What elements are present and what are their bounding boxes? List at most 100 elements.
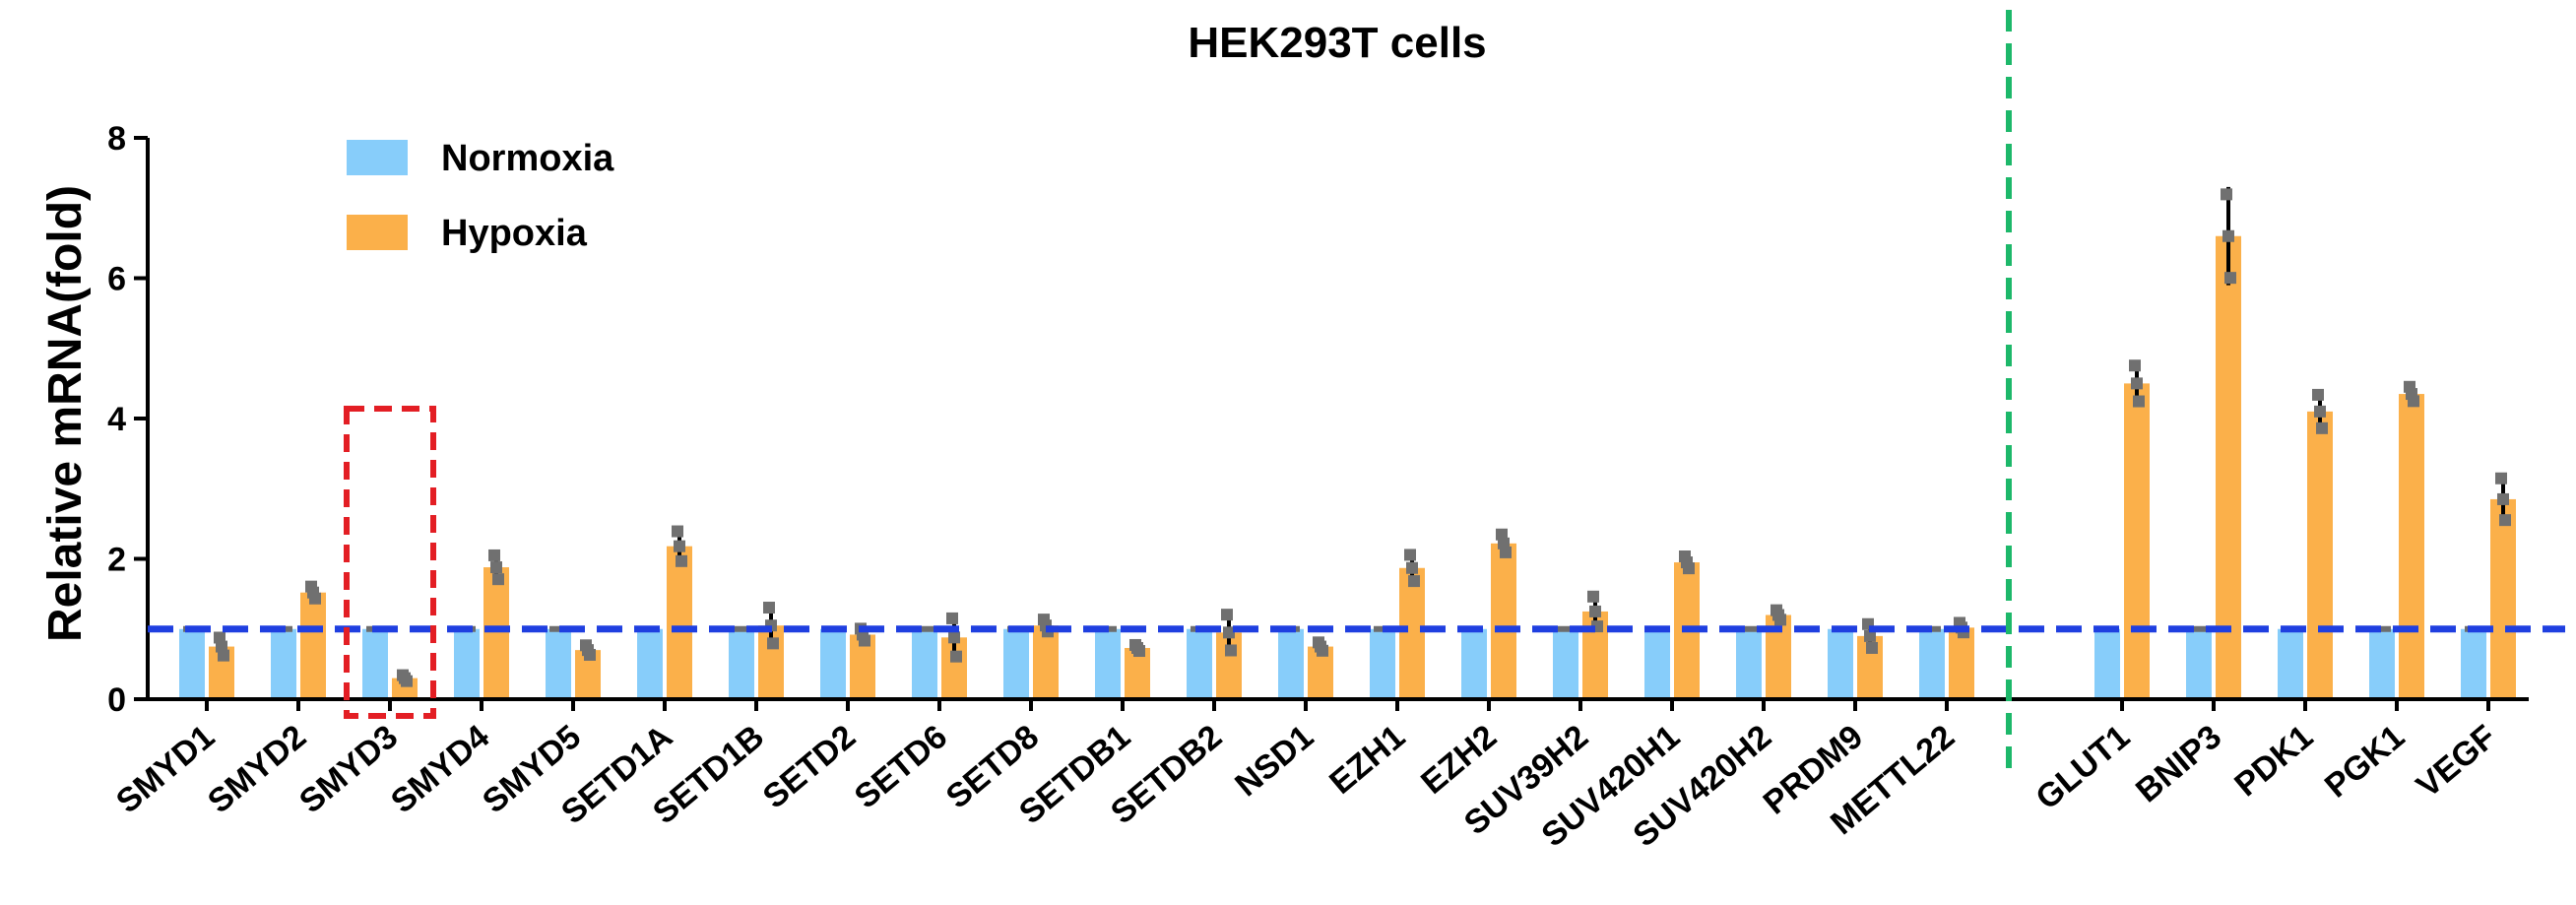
bar-normoxia-smyd5 xyxy=(546,628,571,699)
point-hypoxia-smyd5 xyxy=(584,648,596,661)
point-hypoxia-glut1 xyxy=(2131,377,2143,390)
bar-hypoxia-setd8 xyxy=(1033,625,1059,699)
point-hypoxia-vegf xyxy=(2495,472,2507,485)
y-tick-label-0: 0 xyxy=(107,681,126,719)
point-hypoxia-ezh2 xyxy=(1500,546,1512,558)
point-normoxia-pgk1 xyxy=(2373,625,2391,632)
point-hypoxia-smyd4 xyxy=(488,549,500,561)
x-tick-label-smyd2: SMYD2 xyxy=(201,718,313,820)
point-hypoxia-suv39h2 xyxy=(1587,590,1599,603)
bar-hypoxia-mettl22 xyxy=(1949,627,1974,699)
chart-title: HEK293T cells xyxy=(1188,19,1486,67)
bar-hypoxia-pgk1 xyxy=(2399,394,2424,699)
point-hypoxia-setd1b xyxy=(763,602,775,614)
bar-normoxia-smyd4 xyxy=(454,628,480,699)
point-hypoxia-suv420h2 xyxy=(1774,614,1786,626)
point-hypoxia-pgk1 xyxy=(2408,395,2419,408)
bar-hypoxia-setd1a xyxy=(667,546,692,699)
bar-normoxia-vegf xyxy=(2461,628,2486,699)
bar-normoxia-suv420h1 xyxy=(1644,628,1670,699)
point-hypoxia-glut1 xyxy=(2129,359,2141,372)
bars-layer xyxy=(179,186,2516,699)
bar-normoxia-nsd1 xyxy=(1278,628,1304,699)
point-hypoxia-smyd1 xyxy=(218,649,229,662)
point-normoxia-setd6 xyxy=(916,625,934,632)
y-tick-label-4: 4 xyxy=(107,401,126,438)
point-hypoxia-setdb2 xyxy=(1225,644,1237,657)
legend-swatch-normoxia xyxy=(347,140,408,175)
point-normoxia-suv420h2 xyxy=(1740,625,1758,632)
bar-hypoxia-smyd4 xyxy=(483,567,509,699)
point-hypoxia-smyd3 xyxy=(401,675,413,687)
point-hypoxia-smyd1 xyxy=(214,631,225,644)
bar-normoxia-bnip3 xyxy=(2186,628,2212,699)
point-hypoxia-smyd4 xyxy=(492,573,504,586)
bar-normoxia-suv39h2 xyxy=(1553,628,1578,699)
bar-normoxia-setdb2 xyxy=(1187,628,1212,699)
point-hypoxia-vegf xyxy=(2497,492,2509,505)
point-hypoxia-setd1b xyxy=(767,637,779,650)
bar-normoxia-glut1 xyxy=(2094,628,2120,699)
bar-normoxia-setd6 xyxy=(912,628,937,699)
point-normoxia-setd1b xyxy=(733,625,750,632)
point-hypoxia-smyd1 xyxy=(216,640,227,653)
bar-normoxia-suv420h2 xyxy=(1736,628,1762,699)
x-tick-label-ezh1: EZH1 xyxy=(1322,718,1412,802)
x-tick-label-pdk1: PDK1 xyxy=(2227,718,2320,804)
bar-normoxia-setd8 xyxy=(1003,628,1029,699)
point-hypoxia-ezh1 xyxy=(1404,549,1416,561)
point-hypoxia-ezh1 xyxy=(1406,561,1418,574)
y-tick-label-6: 6 xyxy=(107,261,126,298)
bar-hypoxia-ezh2 xyxy=(1491,543,1516,699)
point-hypoxia-setdb2 xyxy=(1223,626,1235,639)
highlight-box-smyd3 xyxy=(344,406,436,719)
point-hypoxia-setd6 xyxy=(948,631,960,644)
legend-label-hypoxia: Hypoxia xyxy=(441,213,588,254)
point-hypoxia-pdk1 xyxy=(2312,388,2324,401)
point-normoxia-suv39h2 xyxy=(1557,625,1575,632)
legend-label-normoxia: Normoxia xyxy=(441,138,614,179)
bar-normoxia-pdk1 xyxy=(2278,628,2303,699)
point-hypoxia-nsd1 xyxy=(1317,644,1328,657)
bar-hypoxia-bnip3 xyxy=(2216,235,2241,699)
bar-normoxia-ezh1 xyxy=(1370,628,1395,699)
point-hypoxia-setdb1 xyxy=(1133,645,1145,658)
bar-normoxia-setd2 xyxy=(820,628,846,699)
overlay-layer xyxy=(148,10,2565,778)
point-hypoxia-suv39h2 xyxy=(1589,605,1601,617)
point-hypoxia-prdm9 xyxy=(1866,641,1878,654)
legend: Normoxia Hypoxia xyxy=(347,138,614,254)
point-hypoxia-suv420h1 xyxy=(1683,562,1695,575)
x-tick-label-smyd4: SMYD4 xyxy=(384,718,496,820)
bar-normoxia-setd1b xyxy=(729,628,754,699)
point-hypoxia-bnip3 xyxy=(2221,188,2232,201)
point-hypoxia-bnip3 xyxy=(2224,272,2236,285)
point-normoxia-bnip3 xyxy=(2190,625,2208,632)
x-tick-label-bnip3: BNIP3 xyxy=(2129,718,2228,809)
x-tick-label-pgk1: PGK1 xyxy=(2318,718,2412,806)
legend-swatch-hypoxia xyxy=(347,215,408,250)
bar-normoxia-smyd1 xyxy=(179,628,205,699)
x-tick-label-vegf: VEGF xyxy=(2410,718,2503,806)
bar-hypoxia-glut1 xyxy=(2124,383,2150,699)
point-hypoxia-smyd2 xyxy=(309,592,321,605)
point-hypoxia-ezh2 xyxy=(1498,537,1510,549)
point-hypoxia-smyd4 xyxy=(490,561,502,574)
point-hypoxia-ezh1 xyxy=(1408,575,1420,588)
bar-hypoxia-pdk1 xyxy=(2307,411,2333,699)
x-tick-label-setd2: SETD2 xyxy=(756,718,863,816)
bar-normoxia-smyd3 xyxy=(362,628,388,699)
point-hypoxia-pdk1 xyxy=(2314,405,2326,418)
y-axis-label: Relative mRNA(fold) xyxy=(39,185,92,642)
point-hypoxia-setd2 xyxy=(859,634,870,647)
x-tick-label-smyd3: SMYD3 xyxy=(292,718,405,820)
point-hypoxia-setd1a xyxy=(672,525,683,538)
x-tick-label-nsd1: NSD1 xyxy=(1228,718,1320,804)
x-tick-label-setd6: SETD6 xyxy=(848,718,954,816)
bar-hypoxia-vegf xyxy=(2490,498,2516,699)
point-normoxia-smyd5 xyxy=(549,625,567,632)
bar-normoxia-setdb1 xyxy=(1095,628,1121,699)
point-hypoxia-setd1a xyxy=(674,540,685,552)
y-tick-label-2: 2 xyxy=(107,542,126,579)
